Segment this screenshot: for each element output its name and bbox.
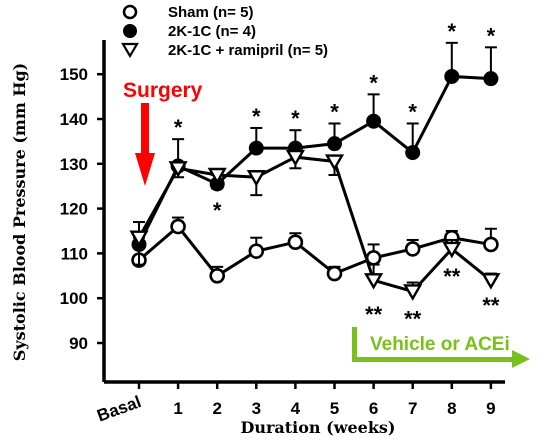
data-point xyxy=(207,167,227,185)
data-point xyxy=(246,170,266,187)
treatment-arrow-icon xyxy=(352,327,530,368)
open-circle-icon xyxy=(122,4,138,20)
y-tick-label: 110 xyxy=(61,244,88,263)
y-tick-label: 150 xyxy=(60,65,88,84)
data-point xyxy=(285,149,305,167)
data-point xyxy=(209,267,225,284)
significance-mark: ** xyxy=(365,302,383,327)
significance-mark: ** xyxy=(482,293,500,318)
legend-item-ramipril: 2K-1C + ramipril (n= 5) xyxy=(121,42,328,59)
data-point xyxy=(326,265,343,282)
series-line xyxy=(137,74,491,246)
surgery-label: Surgery xyxy=(123,79,203,102)
x-tick-label: 9 xyxy=(486,399,495,418)
data-point xyxy=(170,218,186,235)
significance-mark: * xyxy=(369,70,378,95)
x-tick-label: 6 xyxy=(369,399,378,418)
data-point xyxy=(287,234,304,250)
data-point xyxy=(366,113,382,129)
data-point xyxy=(324,154,345,171)
data-point xyxy=(168,161,188,178)
surgery-arrow-icon xyxy=(135,103,155,186)
significance-mark: * xyxy=(252,104,261,129)
legend-item-sham: Sham (n= 5) xyxy=(122,4,253,21)
treatment-label: Vehicle or ACEi xyxy=(370,334,510,355)
x-axis-title: Duration (weeks) xyxy=(240,418,395,437)
legend: Sham (n= 5) 2K-1C (n= 4) 2K-1C + ramipri… xyxy=(121,4,328,59)
legend-label-sham: Sham (n= 5) xyxy=(168,4,253,21)
legend-label-2k1c: 2K-1C (n= 4) xyxy=(168,23,256,40)
data-point xyxy=(483,71,499,87)
significance-mark: ** xyxy=(443,264,461,289)
surgery-annotation: Surgery xyxy=(123,79,203,186)
significance-mark: * xyxy=(330,99,339,124)
data-point xyxy=(442,241,462,259)
x-tick-label: 8 xyxy=(447,399,456,418)
significance-mark: * xyxy=(448,19,457,44)
treatment-annotation: Vehicle or ACEi xyxy=(352,327,530,368)
y-ticks: 90 100 110 120 130 140 150 xyxy=(60,65,104,353)
data-point xyxy=(404,241,421,257)
significance-marks: *** * **** *** ****** xyxy=(174,19,500,332)
data-point xyxy=(248,243,265,259)
data-point xyxy=(248,140,264,156)
series-1 xyxy=(131,41,499,252)
data-point xyxy=(405,145,421,161)
significance-mark: * xyxy=(487,23,496,48)
data-point xyxy=(327,136,342,152)
x-tick-label: 3 xyxy=(252,399,261,418)
series-layer xyxy=(129,41,501,301)
data-point xyxy=(364,273,384,290)
y-tick-label: 100 xyxy=(60,289,88,308)
significance-mark: ** xyxy=(404,306,422,331)
x-tick-label: 2 xyxy=(212,399,221,418)
filled-circle-icon xyxy=(123,24,137,38)
data-point xyxy=(481,273,501,290)
x-tick-label: Basal xyxy=(95,392,144,425)
x-tick-label: 7 xyxy=(408,399,417,418)
significance-mark: * xyxy=(291,106,300,131)
x-tick-label: 5 xyxy=(330,399,339,418)
y-tick-label: 90 xyxy=(69,334,88,353)
x-tick-label: 1 xyxy=(173,399,182,418)
significance-mark: * xyxy=(213,198,222,223)
y-tick-label: 130 xyxy=(60,155,88,174)
legend-item-2k1c: 2K-1C (n= 4) xyxy=(123,23,256,40)
x-tick-label: 4 xyxy=(291,399,301,418)
data-point xyxy=(444,68,460,84)
series-line xyxy=(137,155,492,294)
significance-mark: * xyxy=(174,115,183,140)
y-tick-label: 120 xyxy=(60,200,88,219)
series-line xyxy=(138,224,492,278)
data-point xyxy=(403,284,423,301)
legend-label-ramipril: 2K-1C + ramipril (n= 5) xyxy=(168,42,328,59)
y-axis-title: Systolic Blood Pressure (mm Hg) xyxy=(10,63,29,361)
data-point xyxy=(483,236,499,253)
data-point xyxy=(129,230,149,248)
open-triangle-down-icon xyxy=(121,42,139,59)
series-2 xyxy=(129,149,501,301)
y-tick-label: 140 xyxy=(60,110,88,129)
significance-mark: * xyxy=(408,99,417,124)
